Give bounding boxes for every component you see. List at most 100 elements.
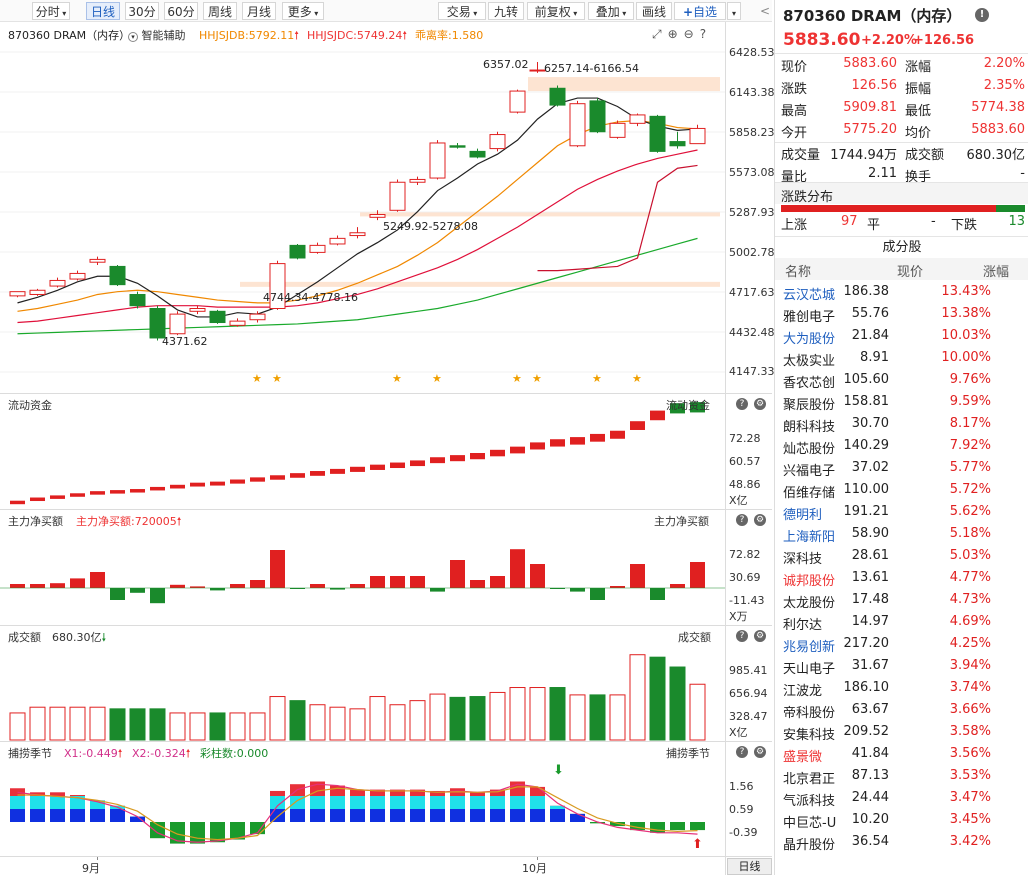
candle-body <box>669 141 686 147</box>
header-name[interactable]: 名称 <box>785 265 812 280</box>
liudong-bar <box>270 475 285 480</box>
season-bar-green <box>610 822 625 827</box>
volume-tick: 656.94 <box>729 687 768 700</box>
constituent-row[interactable]: 深科技 28.61 5.03% <box>775 545 1028 567</box>
help-icon[interactable]: ? <box>736 398 748 410</box>
stock-price: 55.76 <box>851 306 889 321</box>
liudong-tick: 60.57 <box>729 455 761 468</box>
liudong-tick: 72.28 <box>729 432 761 445</box>
season-bar-blue <box>350 809 365 822</box>
pin-icon[interactable]: ⤢ <box>652 27 668 41</box>
constituent-row[interactable]: 兆易创新 217.20 4.25% <box>775 633 1028 655</box>
season-bar-blue <box>470 809 485 822</box>
dist-flat-count: - <box>931 214 936 229</box>
season-bar-blue <box>70 809 85 822</box>
liudong-unit: X亿 <box>729 494 748 507</box>
constituent-row[interactable]: 利尔达 14.97 4.69% <box>775 611 1028 633</box>
tab-60min[interactable]: 60分 <box>164 2 198 20</box>
volume-bar <box>29 706 46 741</box>
help-icon[interactable]: ? <box>736 514 748 526</box>
quote-row: 成交量 1744.94万 成交额 680.30亿 <box>781 144 1025 166</box>
volume-right-title: 成交额 <box>678 631 711 644</box>
stock-name: 安集科技 <box>783 728 836 743</box>
quote-label: 成交量 <box>781 148 821 163</box>
constituent-row[interactable]: 云汉芯城 186.38 13.43% <box>775 281 1028 303</box>
liudong-bar <box>590 433 605 442</box>
gear-icon[interactable]: ⚙ <box>754 398 766 410</box>
stock-price: 21.84 <box>851 328 889 343</box>
fuquan-dropdown[interactable]: 前复权 ▾ <box>527 2 585 20</box>
star-marker: ★ <box>392 372 402 385</box>
constituent-row[interactable]: 兴福电子 37.02 5.77% <box>775 457 1028 479</box>
constituent-row[interactable]: 佰维存储 110.00 5.72% <box>775 479 1028 501</box>
chevron-down-icon: ▾ <box>731 9 736 18</box>
zoom-out-icon[interactable]: ⊖ <box>683 27 700 41</box>
help-icon[interactable]: ? <box>736 630 748 642</box>
tab-weekly[interactable]: 周线 <box>203 2 237 20</box>
constituent-row[interactable]: 太龙股份 17.48 4.73% <box>775 589 1028 611</box>
candle-body <box>49 279 66 287</box>
constituent-row[interactable]: 帝科股份 63.67 3.66% <box>775 699 1028 721</box>
constituent-row[interactable]: 灿芯股份 140.29 7.92% <box>775 435 1028 457</box>
liudong-bar <box>190 482 205 487</box>
tab-daily[interactable]: 日线 <box>86 2 120 20</box>
help-icon[interactable]: ? <box>699 27 713 41</box>
constituent-row[interactable]: 盛景微 41.84 3.56% <box>775 743 1028 765</box>
more-dropdown[interactable]: 更多 ▾ <box>282 2 324 20</box>
watchlist-chevron[interactable]: ▾ <box>727 2 741 20</box>
toolbar-grip <box>0 2 8 20</box>
quote-value: 2.20% <box>983 56 1025 71</box>
tab-fenshi[interactable]: 分时 ▾ <box>32 2 70 20</box>
constituent-row[interactable]: 雅创电子 55.76 13.38% <box>775 303 1028 325</box>
stock-change: 3.56% <box>949 746 991 761</box>
tab-monthly[interactable]: 月线 <box>242 2 276 20</box>
tab-30min[interactable]: 30分 <box>125 2 159 20</box>
zoom-in-icon[interactable]: ⊕ <box>667 27 684 41</box>
season-bar-blue <box>490 809 505 822</box>
constituent-row[interactable]: 朗科科技 30.70 8.17% <box>775 413 1028 435</box>
period-mode-button[interactable]: 日线 <box>727 858 772 875</box>
constituent-row[interactable]: 安集科技 209.52 3.58% <box>775 721 1028 743</box>
info-icon[interactable]: ! <box>975 8 989 22</box>
constituent-row[interactable]: 香农芯创 105.60 9.76% <box>775 369 1028 391</box>
header-change[interactable]: 涨幅 <box>983 265 1010 280</box>
season-bar-cyan <box>270 796 285 809</box>
constituent-row[interactable]: 德明利 191.21 5.62% <box>775 501 1028 523</box>
liudong-right-title: 流动资金 <box>666 399 710 412</box>
volume-bar <box>469 696 486 741</box>
help-icon[interactable]: ? <box>736 746 748 758</box>
candle-body <box>609 122 626 138</box>
smart-assist-toggle[interactable]: ▾ 智能辅助 <box>128 27 186 43</box>
chevron-down-icon: ▾ <box>128 32 138 42</box>
constituent-row[interactable]: 大为股份 21.84 10.03% <box>775 325 1028 347</box>
constituent-row[interactable]: 江波龙 186.10 3.74% <box>775 677 1028 699</box>
draw-button[interactable]: 画线 <box>636 2 672 20</box>
collapse-left-icon[interactable]: < <box>758 2 772 20</box>
constituent-row[interactable]: 天山电子 31.67 3.94% <box>775 655 1028 677</box>
jiuzhuan-button[interactable]: 九转 <box>488 2 524 20</box>
zhuli-bar <box>450 560 465 588</box>
constituent-row[interactable]: 太极实业 8.91 10.00% <box>775 347 1028 369</box>
constituent-row[interactable]: 聚辰股份 158.81 9.59% <box>775 391 1028 413</box>
constituent-row[interactable]: 气派科技 24.44 3.47% <box>775 787 1028 809</box>
overlay-dropdown[interactable]: 叠加 ▾ <box>588 2 634 20</box>
season-bar-blue <box>110 809 125 822</box>
candle-body <box>149 308 166 339</box>
trade-dropdown[interactable]: 交易 ▾ <box>438 2 486 20</box>
stock-change: 10.00% <box>941 350 991 365</box>
constituent-row[interactable]: 晶升股份 36.54 3.42% <box>775 831 1028 853</box>
constituent-row[interactable]: 北京君正 87.13 3.53% <box>775 765 1028 787</box>
season-bar-green <box>670 822 685 831</box>
gear-icon[interactable]: ⚙ <box>754 746 766 758</box>
gear-icon[interactable]: ⚙ <box>754 514 766 526</box>
zhuli-value: 主力净买额:720005🠕 <box>76 515 182 528</box>
gear-icon[interactable]: ⚙ <box>754 630 766 642</box>
kline-chart[interactable]: ★ ★ ★ ★ ★ ★ ★ ★ ⬇ ⬆ <box>0 22 772 875</box>
add-watchlist-button[interactable]: +自选 <box>674 2 726 20</box>
header-price[interactable]: 现价 <box>897 265 924 280</box>
constituent-row[interactable]: 中巨芯-U 10.20 3.45% <box>775 809 1028 831</box>
constituent-row[interactable]: 上海新阳 58.90 5.18% <box>775 523 1028 545</box>
symbol-label: 870360 DRAM（内存） <box>8 29 131 42</box>
constituent-row[interactable]: 诚邦股份 13.61 4.77% <box>775 567 1028 589</box>
quote-pct: +2.20% <box>861 33 917 48</box>
